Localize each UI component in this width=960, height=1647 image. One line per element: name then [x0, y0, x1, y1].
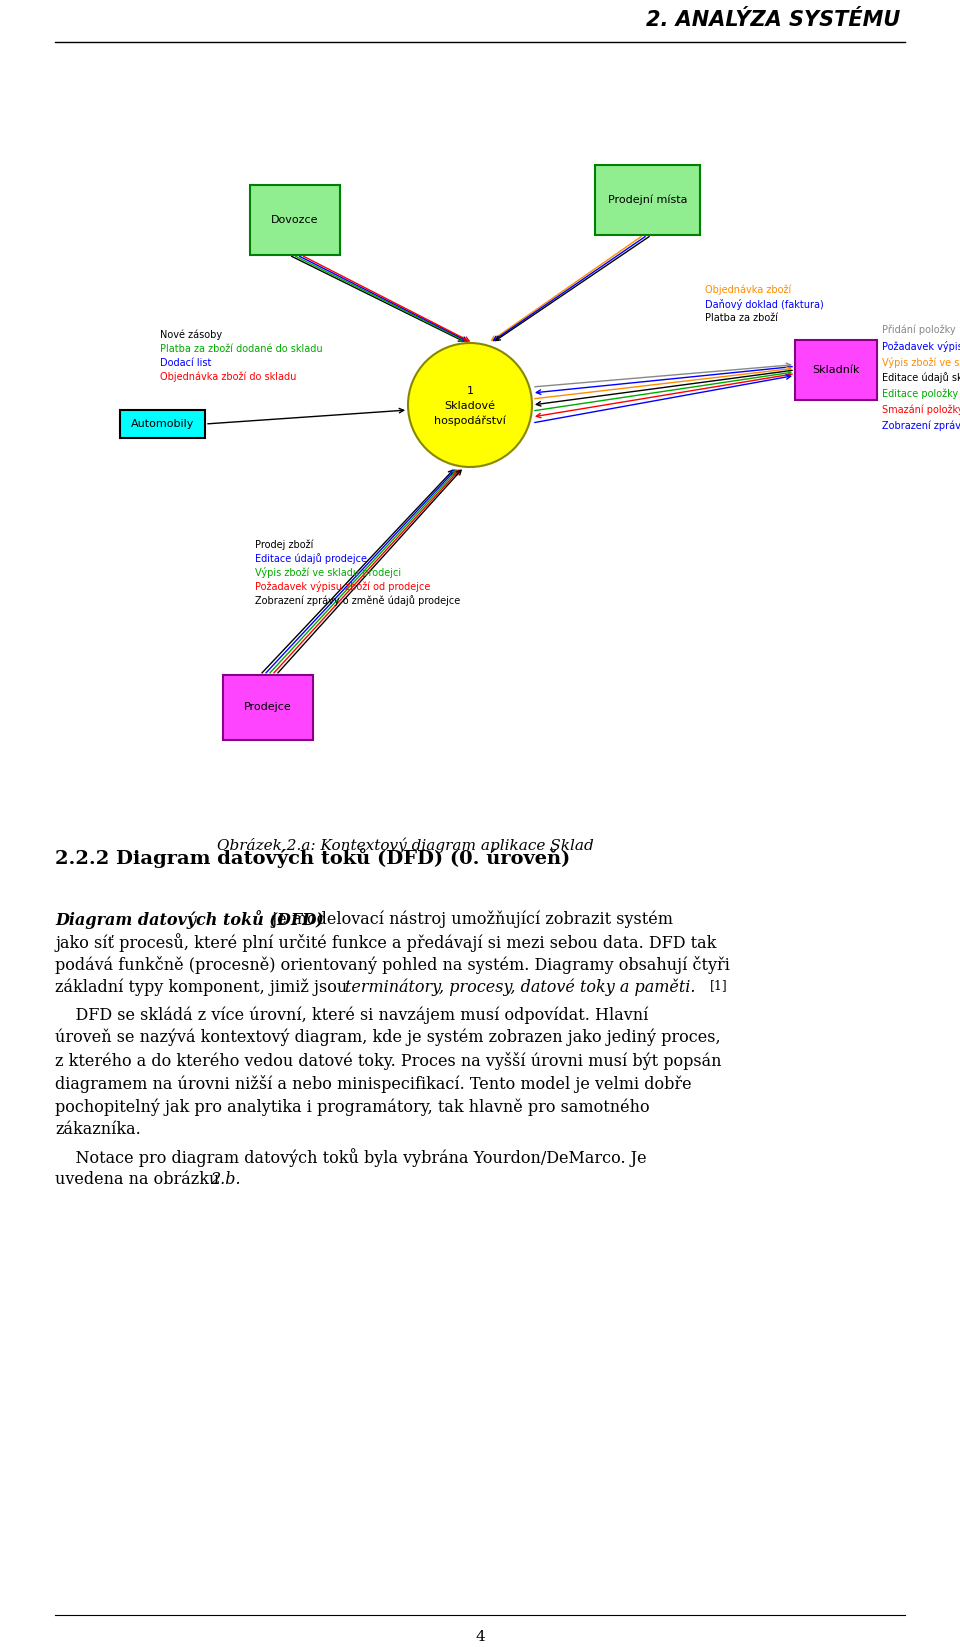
Circle shape: [408, 343, 532, 468]
Text: Objednávka zboží: Objednávka zboží: [705, 285, 791, 295]
Text: hospodářství: hospodářství: [434, 415, 506, 427]
Bar: [223, 675, 313, 740]
Text: 1: 1: [467, 385, 473, 395]
Text: Platba za zboží: Platba za zboží: [705, 313, 778, 323]
Text: 2.2.2 Diagram datových toků (DFD) (0. úroveň): 2.2.2 Diagram datových toků (DFD) (0. úr…: [55, 848, 570, 868]
Text: Dovozce: Dovozce: [272, 216, 319, 226]
Text: diagramem na úrovni nižší a nebo minispecifikací. Tento model je velmi dobře: diagramem na úrovni nižší a nebo minispe…: [55, 1075, 691, 1094]
Text: 2.b.: 2.b.: [210, 1171, 241, 1187]
Text: podává funkčně (procesně) orientovaný pohled na systém. Diagramy obsahují čtyři: podává funkčně (procesně) orientovaný po…: [55, 955, 730, 973]
Text: Editace údajů prodejce: Editace údajů prodejce: [255, 553, 367, 565]
Bar: [795, 339, 877, 400]
Text: Skladník: Skladník: [812, 366, 860, 376]
Bar: [120, 410, 205, 438]
Text: Diagram datových toků (DFD): Diagram datových toků (DFD): [55, 911, 324, 929]
Text: je modelovací nástroj umožňující zobrazit systém: je modelovací nástroj umožňující zobrazi…: [267, 911, 673, 927]
Text: Zobrazení zprávy o změně údajů skladníka: Zobrazení zprávy o změně údajů skladníka: [882, 420, 960, 432]
Text: Zobrazení zprávy o změně údajů prodejce: Zobrazení zprávy o změně údajů prodejce: [255, 596, 460, 606]
Text: Dodací list: Dodací list: [160, 357, 211, 367]
Text: Objednávka zboží do skladu: Objednávka zboží do skladu: [160, 372, 297, 382]
Text: Notace pro diagram datových toků byla vybrána Yourdon/DeMarco. Je: Notace pro diagram datových toků byla vy…: [55, 1148, 647, 1168]
Text: zákazníka.: zákazníka.: [55, 1122, 141, 1138]
Text: Přidání položky: Přidání položky: [882, 324, 955, 336]
Text: Prodejce: Prodejce: [244, 703, 292, 713]
Text: Výpis zboží ve skladu prodejci: Výpis zboží ve skladu prodejci: [255, 568, 401, 578]
Text: Prodejní místa: Prodejní místa: [608, 194, 687, 206]
Text: Editace položky: Editace položky: [882, 389, 958, 399]
Text: Výpis zboží ve skladu skladníkovi: Výpis zboží ve skladu skladníkovi: [882, 356, 960, 367]
Text: 4: 4: [475, 1631, 485, 1644]
Text: terminátory, procesy, datové toky a paměti.: terminátory, procesy, datové toky a pamě…: [345, 978, 695, 996]
Text: Daňový doklad (faktura): Daňový doklad (faktura): [705, 298, 824, 310]
Text: Obrázek 2.a: Kontextový diagram aplikace Sklad: Obrázek 2.a: Kontextový diagram aplikace…: [217, 837, 593, 853]
Text: základní typy komponent, jimiž jsou: základní typy komponent, jimiž jsou: [55, 978, 352, 996]
Text: Nové zásoby: Nové zásoby: [160, 329, 222, 341]
Text: 2. ANALÝZA SYSTÉMU: 2. ANALÝZA SYSTÉMU: [646, 10, 900, 30]
Text: DFD se skládá z více úrovní, které si navzájem musí odpovídat. Hlavní: DFD se skládá z více úrovní, které si na…: [55, 1006, 648, 1023]
Text: Platba za zboží dodané do skladu: Platba za zboží dodané do skladu: [160, 344, 323, 354]
Text: Automobily: Automobily: [131, 418, 194, 428]
Text: Smazání položky: Smazání položky: [882, 405, 960, 415]
Text: Prodej zboží: Prodej zboží: [255, 540, 313, 550]
Text: uvedena na obrázku: uvedena na obrázku: [55, 1171, 225, 1187]
Bar: [595, 165, 700, 236]
Text: Požadavek výpisu zboží od prodejce: Požadavek výpisu zboží od prodejce: [255, 581, 430, 593]
Text: pochopitelný jak pro analytika i programátory, tak hlavně pro samotného: pochopitelný jak pro analytika i program…: [55, 1099, 650, 1115]
Text: Editace údajů skladníka: Editace údajů skladníka: [882, 372, 960, 384]
Text: z kterého a do kterého vedou datové toky. Proces na vyšší úrovni musí být popsán: z kterého a do kterého vedou datové toky…: [55, 1052, 722, 1071]
Text: Požadavek výpisu zboží od skladníka: Požadavek výpisu zboží od skladníka: [882, 341, 960, 351]
Text: jako síť procesů, které plní určité funkce a předávají si mezi sebou data. DFD t: jako síť procesů, které plní určité funk…: [55, 932, 716, 952]
Text: úroveň se nazývá kontextový diagram, kde je systém zobrazen jako jediný proces,: úroveň se nazývá kontextový diagram, kde…: [55, 1029, 721, 1046]
Bar: [250, 184, 340, 255]
Text: [1]: [1]: [710, 978, 728, 991]
Text: Skladové: Skladové: [444, 400, 495, 412]
